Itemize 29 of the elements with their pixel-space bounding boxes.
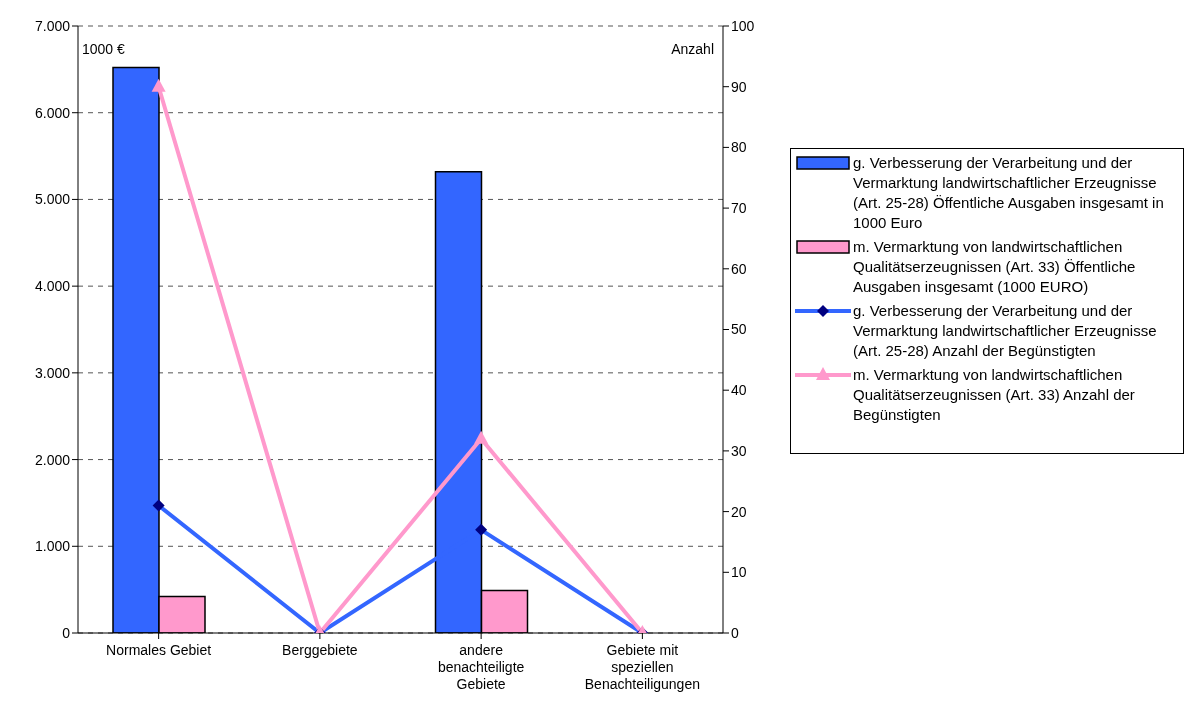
y-tick-label: 0 bbox=[62, 624, 71, 641]
y-tick-label: 3.000 bbox=[34, 364, 71, 381]
y2-tick-label: 20 bbox=[731, 503, 747, 520]
y-tick-label: 5.000 bbox=[34, 191, 71, 208]
y-axis-title: 1000 € bbox=[82, 41, 126, 57]
y2-tick-label: 10 bbox=[731, 564, 747, 581]
y2-tick-label: 0 bbox=[731, 624, 739, 641]
y-tick-label: 2.000 bbox=[34, 451, 71, 468]
y-tick-label: 6.000 bbox=[34, 104, 71, 121]
y2-tick-label: 30 bbox=[731, 442, 747, 459]
y2-tick-label: 60 bbox=[731, 260, 747, 277]
y-tick-label: 1.000 bbox=[34, 538, 71, 555]
x-tick-label: andere benachteiligte Gebiete bbox=[437, 642, 525, 692]
y-tick-label: 4.000 bbox=[34, 278, 71, 295]
y2-tick-label: 70 bbox=[731, 200, 747, 217]
y2-tick-label: 40 bbox=[731, 382, 747, 399]
x-tick-label: Normales Gebiet bbox=[106, 642, 212, 658]
y2-tick-label: 50 bbox=[731, 321, 747, 338]
point bbox=[151, 78, 166, 92]
y2-axis-title: Anzahl bbox=[671, 41, 714, 57]
legend-label: m. Vermarktung von landwirtschaftlichen Qualitätserzeugnissen (Art. 33) Öffentliche Ausgaben insgesamt (1000 EURO) bbox=[852, 237, 1137, 297]
y2-tick-label: 90 bbox=[731, 78, 747, 95]
y2-tick-label: 80 bbox=[731, 139, 747, 156]
x-tick-label: Berggebiete bbox=[282, 642, 358, 658]
y-tick-label: 7.000 bbox=[34, 17, 71, 34]
y2-tick-label: 100 bbox=[731, 17, 755, 34]
x-tick-label: Gebiete mit speziellen Benachteiligungen bbox=[584, 642, 700, 692]
legend-label: m. Vermarktung von landwirtschaftlichen Qualitätserzeugnissen (Art. 33) Anzahl der Begünstigten bbox=[852, 365, 1136, 425]
point bbox=[474, 430, 489, 444]
